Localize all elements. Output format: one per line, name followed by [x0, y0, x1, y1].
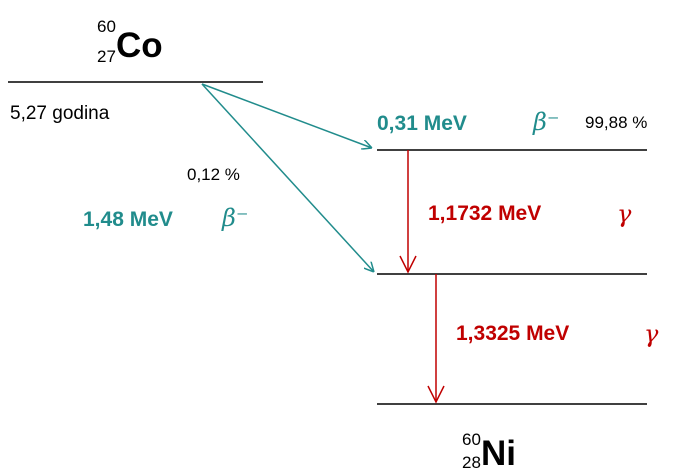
parent-nuclide-label: 60 27 Co — [97, 17, 163, 66]
gamma-2-energy: 1,3325 MeV — [456, 322, 569, 345]
beta-main-symbol: β⁻ — [532, 108, 560, 136]
beta-minor-energy: 1,48 MeV — [83, 208, 173, 231]
half-life-label: 5,27 godina — [10, 103, 110, 124]
gamma-1-energy: 1,1732 MeV — [428, 202, 541, 225]
parent-mass-number: 60 — [97, 17, 116, 36]
gamma-arrow-1 — [399, 150, 417, 274]
gamma-arrow-2 — [427, 274, 445, 404]
beta-arrow-main — [201, 83, 372, 148]
parent-atomic-number: 27 — [97, 47, 116, 66]
gamma-2-symbol: γ — [644, 320, 659, 348]
daughter-symbol: Ni — [481, 434, 516, 470]
beta-main-energy: 0,31 MeV — [377, 112, 467, 135]
beta-minor-branching: 0,12 % — [187, 165, 240, 184]
daughter-nuclide-label: 60 28 Ni — [462, 430, 516, 470]
beta-main-branching: 99,88 % — [585, 113, 647, 132]
daughter-mass-number: 60 — [462, 430, 481, 449]
parent-symbol: Co — [116, 26, 163, 65]
daughter-atomic-number: 28 — [462, 453, 481, 470]
beta-minor-symbol: β⁻ — [221, 204, 249, 232]
beta-arrow-minor — [201, 83, 374, 272]
gamma-1-symbol: γ — [617, 200, 632, 228]
